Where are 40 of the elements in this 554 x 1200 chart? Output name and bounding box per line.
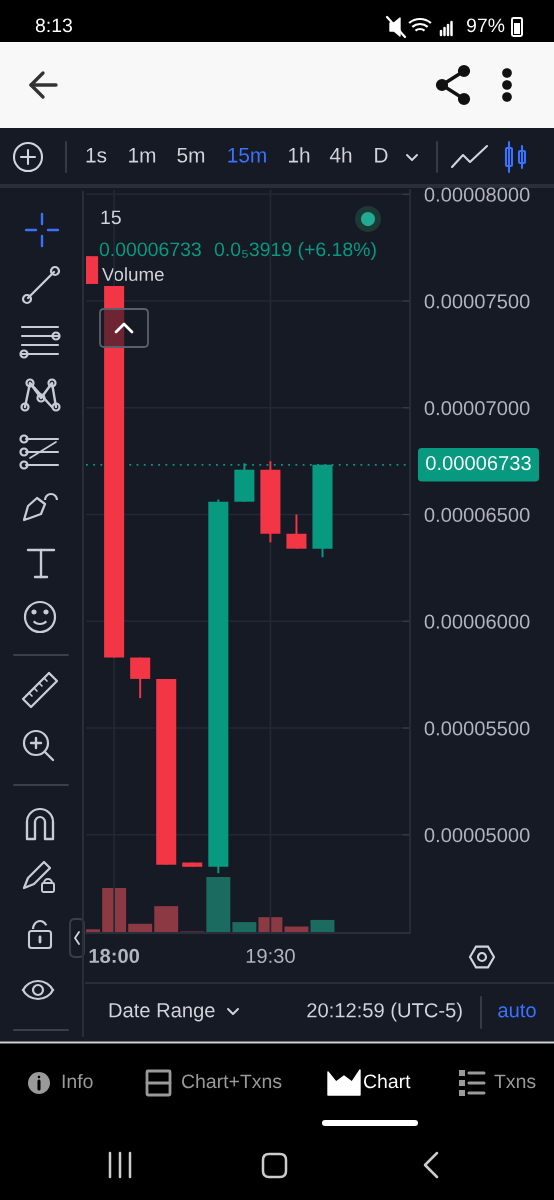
text: 5m — [177, 148, 205, 163]
y-tick-label: 0.00007500 — [424, 294, 530, 309]
bar — [310, 919, 335, 932]
x-tick-label: 18:00 — [89, 948, 140, 964]
annotation: 15 — [101, 210, 121, 225]
text: 4h — [329, 147, 352, 163]
bar — [258, 917, 283, 932]
y-tick-label: 0.00008000 — [424, 187, 530, 202]
bar — [232, 922, 257, 932]
y-tick-label: 0.00005000 — [424, 828, 530, 843]
y-tick-label: 0.00006000 — [424, 614, 530, 629]
text: 1s — [86, 148, 107, 163]
x-tick-label: 19:30 — [246, 948, 295, 964]
text: 15m — [228, 148, 266, 163]
annotation: 0.00006733 — [99, 242, 201, 257]
annotation: 0.0₅3919 (+6.18%) — [214, 241, 376, 261]
y-tick-label: 0.00007000 — [424, 401, 530, 416]
candlestick — [130, 656, 151, 700]
text: auto — [498, 1004, 536, 1018]
text: Chart+Txns — [181, 1073, 282, 1089]
y-tick-label: 0.00005500 — [424, 721, 530, 736]
text: 97% — [467, 18, 505, 33]
text: Info — [62, 1073, 93, 1089]
text: 1m — [129, 148, 156, 163]
ref-line-label: 0.00006733 — [426, 455, 531, 471]
text: 8:13 — [35, 18, 72, 33]
bar — [206, 877, 231, 932]
bar — [284, 926, 309, 932]
candlestick — [286, 513, 307, 550]
text: D — [375, 148, 388, 163]
y-tick-label: 0.00006500 — [424, 507, 530, 523]
text: Date Range — [109, 1003, 215, 1022]
bar — [154, 906, 179, 932]
chart-title: Volume — [102, 267, 164, 282]
text: Chart — [363, 1073, 411, 1089]
text: 20:12:59 (UTC-5) — [307, 1002, 462, 1022]
text: Txns — [494, 1074, 536, 1089]
bar — [128, 923, 153, 932]
text: 1h — [289, 147, 310, 163]
bar — [102, 888, 127, 932]
